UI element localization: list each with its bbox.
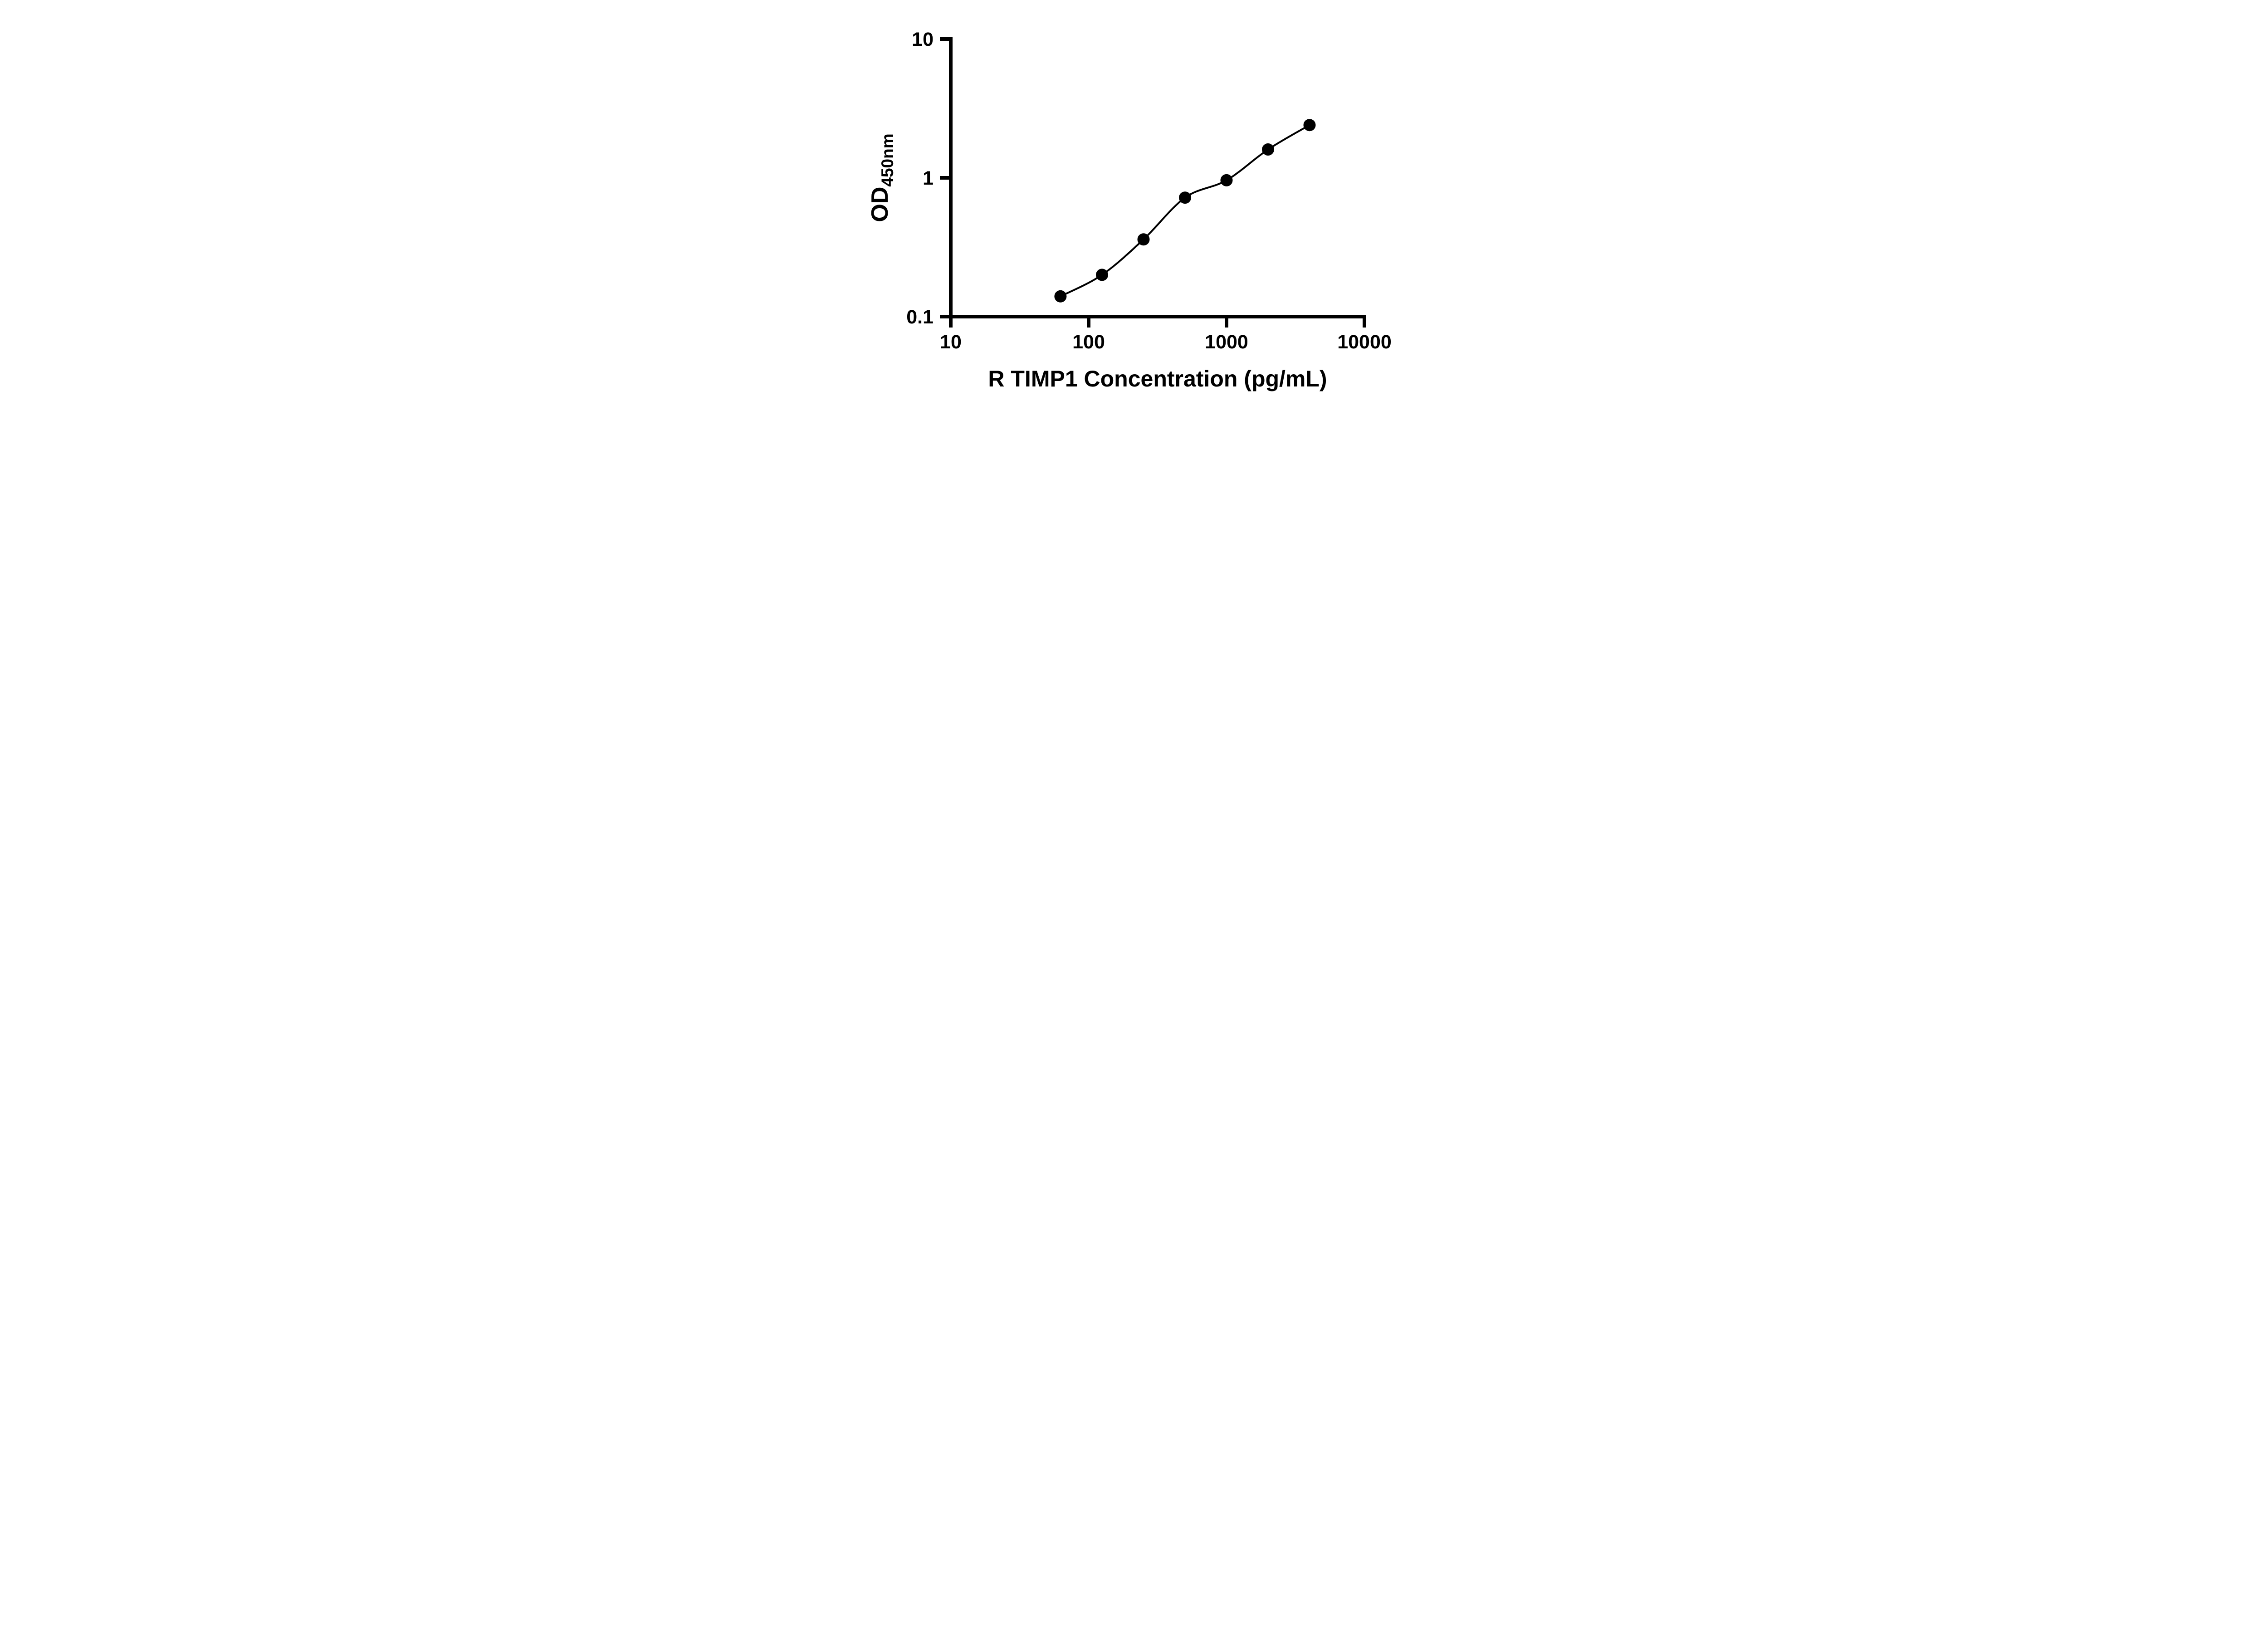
data-point bbox=[1096, 269, 1108, 281]
plot-area: 10 100 1000 10000 0.1 1 10 bbox=[906, 29, 1392, 353]
y-axis-title: OD450nm bbox=[867, 133, 897, 222]
y-axis-title-subscript: 450nm bbox=[878, 133, 897, 186]
y-tick-label: 0.1 bbox=[906, 306, 934, 328]
y-tick-label: 1 bbox=[923, 167, 934, 189]
data-point bbox=[1262, 143, 1274, 156]
data-point bbox=[1220, 174, 1233, 186]
data-point bbox=[1179, 191, 1191, 204]
data-point bbox=[1054, 290, 1067, 303]
standard-curve-figure: 10 100 1000 10000 0.1 1 10 R TIMP1 Concentrati… bbox=[848, 0, 1420, 408]
x-tick-label: 10 bbox=[940, 331, 962, 353]
data-point bbox=[1303, 119, 1316, 132]
y-tick-label: 10 bbox=[912, 29, 934, 50]
data-point bbox=[1137, 233, 1150, 246]
x-tick-label: 100 bbox=[1072, 331, 1105, 353]
x-axis-title: R TIMP1 Concentration (pg/mL) bbox=[988, 366, 1327, 391]
standard-curve-chart: 10 100 1000 10000 0.1 1 10 R TIMP1 Concentrati… bbox=[848, 0, 1420, 408]
y-axis-title-main: OD bbox=[867, 187, 893, 222]
x-tick-label: 10000 bbox=[1337, 331, 1392, 353]
x-tick-label: 1000 bbox=[1205, 331, 1248, 353]
